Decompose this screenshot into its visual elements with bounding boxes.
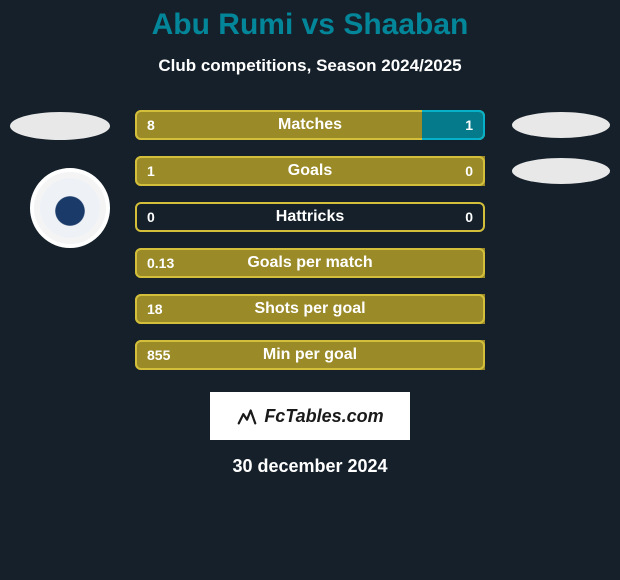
- content-area: 8 1 Matches 1 0 Goals 0 0 Hattricks 0.13 Goals per…: [0, 110, 620, 477]
- stat-row: 8 1 Matches: [135, 110, 485, 140]
- stat-row: 18 Shots per goal: [135, 294, 485, 324]
- stat-row: 0.13 Goals per match: [135, 248, 485, 278]
- player1-value: 1: [147, 163, 155, 179]
- stat-row: 1 0 Goals: [135, 156, 485, 186]
- player2-bar: [422, 110, 485, 140]
- stat-label: Shots per goal: [254, 300, 365, 318]
- player2-value: 0: [465, 209, 473, 225]
- player2-value: 1: [465, 117, 473, 133]
- player2-club-logo: [512, 158, 610, 184]
- stat-row: 0 0 Hattricks: [135, 202, 485, 232]
- stat-label: Matches: [278, 116, 342, 134]
- date: 30 december 2024: [0, 456, 620, 477]
- stat-label: Goals: [288, 162, 332, 180]
- player1-country-logo: [10, 112, 110, 140]
- player1-value: 855: [147, 347, 170, 363]
- watermark-icon: [236, 405, 258, 427]
- player2-country-logo: [512, 112, 610, 138]
- page-title: Abu Rumi vs Shaaban: [0, 8, 620, 42]
- stat-label: Goals per match: [247, 254, 372, 272]
- player1-club-badge: [30, 168, 110, 248]
- watermark-text: FcTables.com: [264, 406, 383, 427]
- stats-bars: 8 1 Matches 1 0 Goals 0 0 Hattricks 0.13 Goals per…: [135, 110, 485, 370]
- stat-label: Hattricks: [276, 208, 344, 226]
- player1-value: 0.13: [147, 255, 174, 271]
- stat-label: Min per goal: [263, 346, 357, 364]
- watermark: FcTables.com: [210, 392, 410, 440]
- player1-value: 0: [147, 209, 155, 225]
- player1-value: 8: [147, 117, 155, 133]
- comparison-card: Abu Rumi vs Shaaban Club competitions, S…: [0, 0, 620, 477]
- stat-row: 855 Min per goal: [135, 340, 485, 370]
- player1-value: 18: [147, 301, 163, 317]
- subtitle: Club competitions, Season 2024/2025: [0, 56, 620, 76]
- player2-value: 0: [465, 163, 473, 179]
